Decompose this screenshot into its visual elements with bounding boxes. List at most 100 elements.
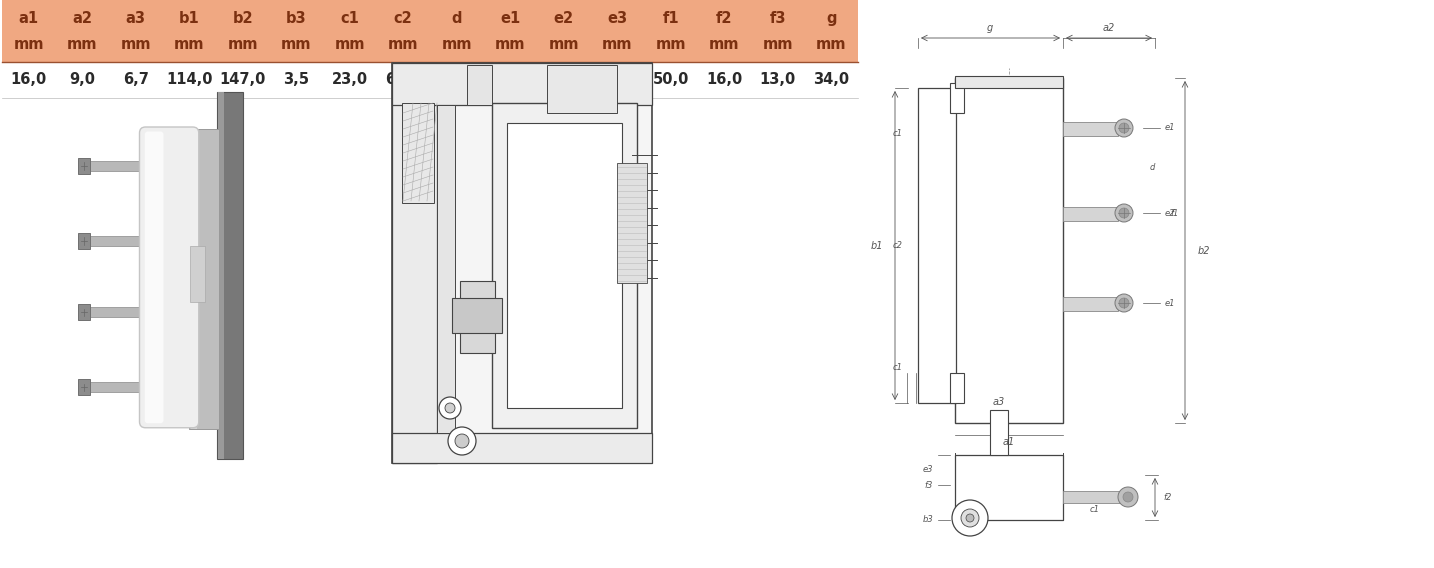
Text: e1: e1 [500,11,521,26]
Bar [955,78,1063,423]
Bar [1063,491,1123,503]
Bar [77,233,90,249]
Bar [1063,297,1119,311]
Text: c2: c2 [394,11,413,26]
Text: 25,2: 25,2 [599,72,635,87]
FancyBboxPatch shape [139,127,199,428]
Bar [77,382,149,392]
Text: 147,0: 147,0 [219,72,265,87]
Text: mm: mm [13,37,44,52]
Bar [1063,122,1119,136]
Text: a2: a2 [72,11,92,26]
Ellipse shape [1119,487,1139,507]
Bar [77,158,90,173]
Ellipse shape [455,434,469,448]
Text: b3: b3 [922,516,934,524]
Text: g: g [987,23,994,33]
Text: mm: mm [816,37,846,52]
Ellipse shape [445,403,455,413]
Text: 114,0: 114,0 [166,72,212,87]
Bar [492,103,637,428]
Bar [218,92,224,460]
Ellipse shape [1116,204,1133,222]
Bar [467,65,492,105]
Bar [460,331,495,353]
Text: a3: a3 [126,11,146,26]
Text: b2: b2 [232,11,252,26]
Bar [949,83,964,113]
Text: a2: a2 [1103,23,1116,33]
Bar [1063,207,1119,221]
Bar [402,103,435,203]
Text: b1: b1 [870,241,883,251]
Text: b3: b3 [285,11,307,26]
Ellipse shape [961,509,979,527]
Text: e1: e1 [1164,123,1176,132]
Text: 16,0: 16,0 [10,72,47,87]
Text: e2: e2 [554,11,574,26]
Text: e3: e3 [607,11,627,26]
Text: c2: c2 [893,241,903,250]
Bar [949,373,964,403]
Text: d: d [452,11,462,26]
Text: a1: a1 [19,11,39,26]
Text: mm: mm [763,37,793,52]
Bar [1,0,858,62]
Text: f3: f3 [770,11,786,26]
Text: f2: f2 [716,11,733,26]
Ellipse shape [439,397,460,419]
Bar [391,63,652,463]
Bar [77,379,90,395]
Ellipse shape [1119,298,1129,308]
Text: 6,8: 6,8 [551,72,576,87]
Text: e3: e3 [922,466,934,474]
Ellipse shape [447,427,476,455]
Text: c1: c1 [340,11,358,26]
Text: c1: c1 [893,128,903,137]
Bar [77,304,90,320]
Text: f1: f1 [1170,208,1179,218]
Text: 6,0: 6,0 [498,72,523,87]
Text: a1: a1 [1002,437,1015,447]
Text: 34,0: 34,0 [813,72,849,87]
Ellipse shape [1119,123,1129,133]
Text: mm: mm [602,37,632,52]
Text: a3: a3 [992,397,1005,407]
Bar [391,63,437,463]
Text: mm: mm [228,37,258,52]
Text: mm: mm [708,37,740,52]
Bar [989,410,1008,455]
Text: mm: mm [548,37,579,52]
Bar [77,236,149,245]
Ellipse shape [1116,294,1133,312]
Bar [217,92,242,460]
Bar [452,298,502,333]
Text: 68,0: 68,0 [386,72,422,87]
Ellipse shape [967,514,974,522]
Bar [77,161,149,170]
Text: c1: c1 [1090,506,1100,515]
Text: 50,0: 50,0 [652,72,688,87]
Bar [191,130,198,428]
Bar [617,163,647,283]
Ellipse shape [1116,119,1133,137]
Bar [460,281,495,303]
Text: e2: e2 [1164,208,1176,218]
Bar [77,307,149,317]
Text: f1: f1 [663,11,680,26]
Bar [546,65,617,113]
Text: mm: mm [120,37,151,52]
Text: mm: mm [174,37,205,52]
FancyBboxPatch shape [145,132,163,423]
Bar [437,105,455,433]
Text: 15,0: 15,0 [439,72,475,87]
Ellipse shape [1119,208,1129,218]
Text: f3: f3 [925,481,934,490]
Ellipse shape [952,500,988,536]
Bar [918,88,956,403]
Bar [391,433,652,463]
Text: e1: e1 [1164,299,1176,307]
Text: mm: mm [281,37,311,52]
Text: 9,0: 9,0 [69,72,95,87]
Text: 6,7: 6,7 [123,72,149,87]
